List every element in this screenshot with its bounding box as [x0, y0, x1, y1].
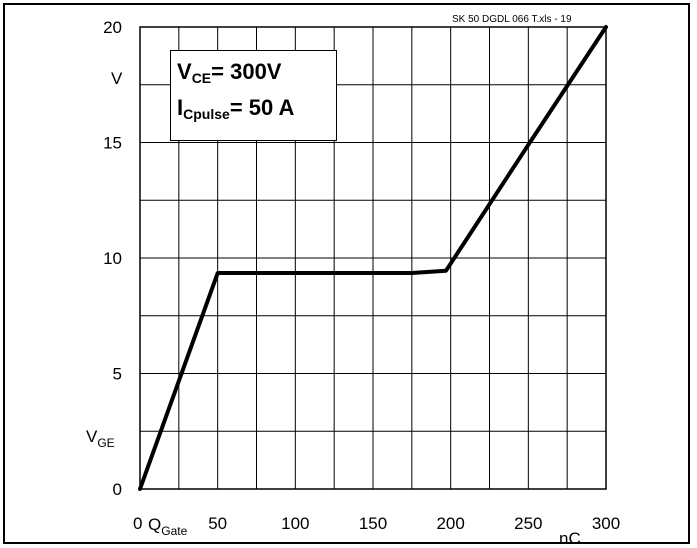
x-tick-label: 300	[592, 514, 620, 533]
y-tick-label: 15	[103, 134, 122, 153]
x-tick-label: 250	[514, 514, 542, 533]
file-label: SK 50 DGDL 066 T.xls - 19	[452, 14, 572, 25]
chart-frame	[3, 3, 690, 544]
y-tick-label: 5	[113, 365, 122, 384]
annotation-vce: VCE= 300V	[177, 59, 282, 86]
series-layer	[138, 25, 608, 491]
y-tick-label: 0	[113, 480, 122, 499]
x-axis-label: QGate	[148, 515, 188, 538]
x-tick-label: 200	[436, 514, 464, 533]
annotation-icpulse: ICpulse= 50 A	[177, 95, 295, 122]
series-line-vge	[138, 25, 608, 491]
x-axis-unit: nC	[559, 529, 581, 548]
y-tick-label: 20	[103, 18, 122, 37]
y-tick-label: 10	[103, 249, 122, 268]
x-tick-label: 150	[359, 514, 387, 533]
x-tick-label: 50	[208, 514, 227, 533]
grid	[139, 26, 607, 490]
x-tick-label: 100	[281, 514, 309, 533]
y-axis-label: VGE	[86, 427, 115, 450]
plot-area	[139, 26, 607, 490]
x-tick-label: 0	[133, 514, 142, 533]
y-axis-unit: V	[111, 69, 123, 88]
legend-box: VCE= 300V ICpulse= 50 A	[170, 50, 337, 141]
axis-labels: VGE V QGate nC SK 50 DGDL 066 T.xls - 19	[86, 14, 581, 548]
